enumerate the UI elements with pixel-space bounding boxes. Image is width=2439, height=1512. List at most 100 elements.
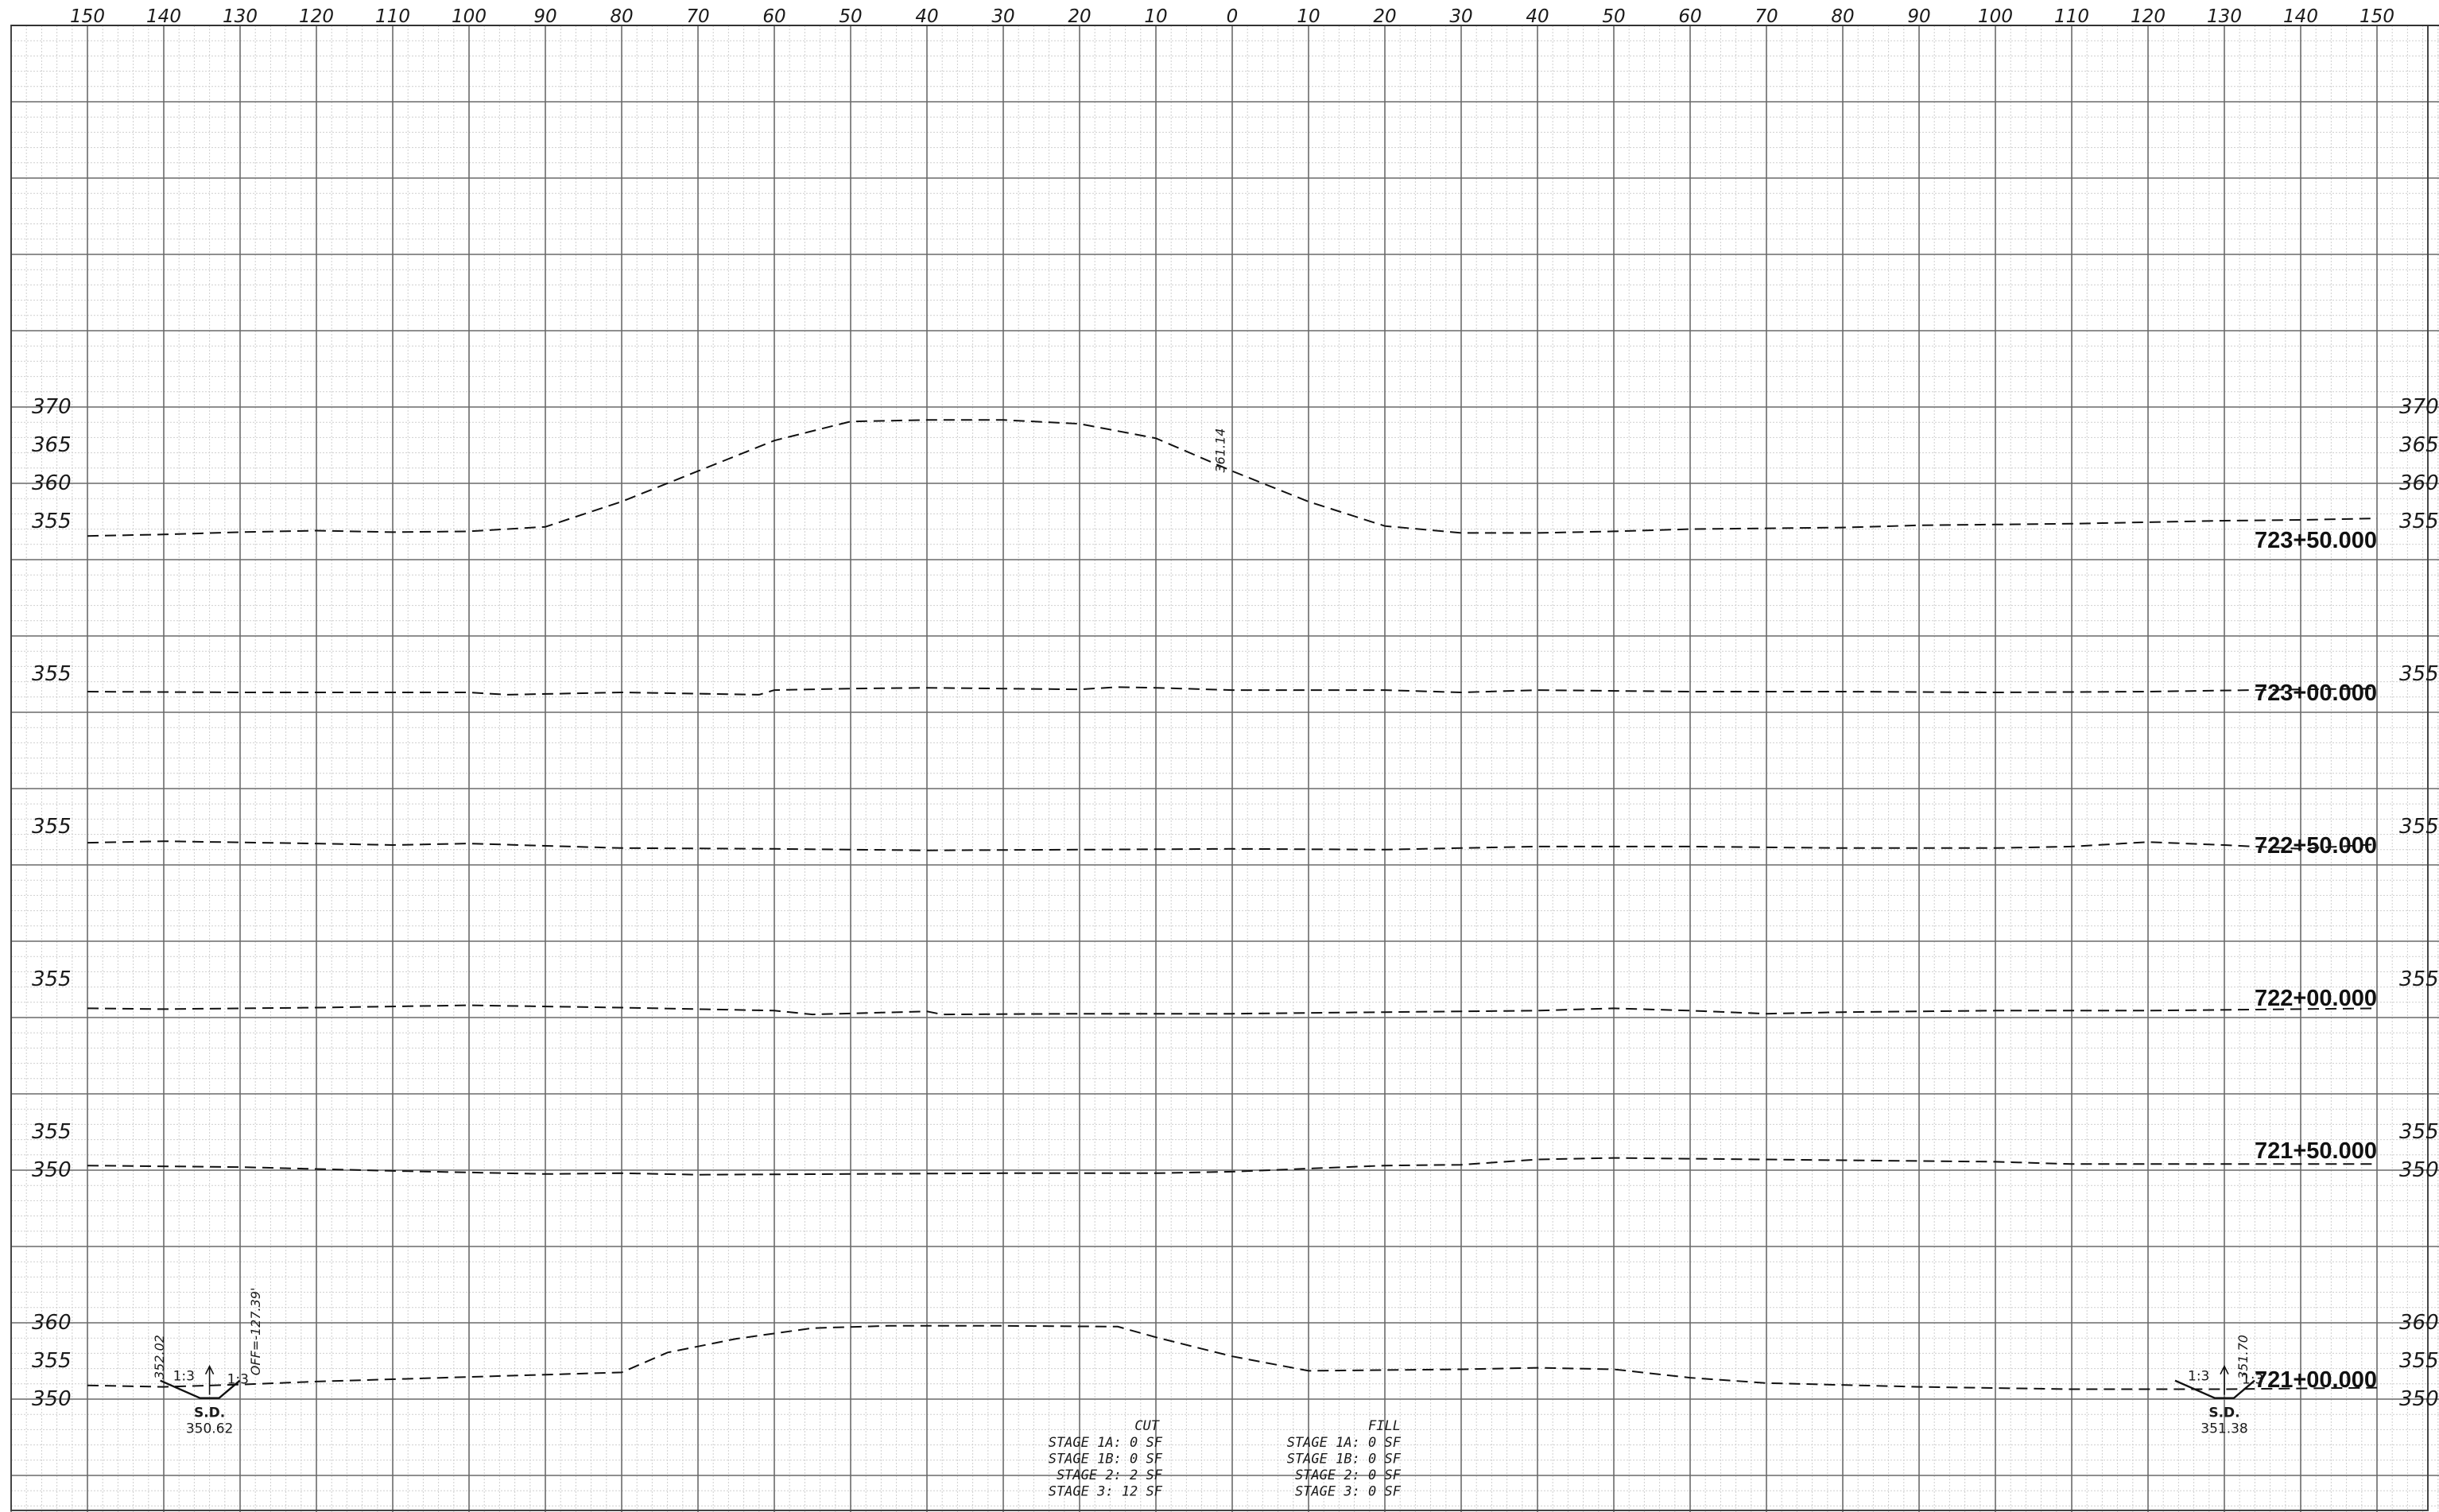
station-label: 721+00.000	[2255, 1367, 2377, 1393]
offset-tick-label: 70	[1755, 6, 1778, 27]
offset-tick-label: 130	[2207, 6, 2242, 27]
existing-ground-line	[87, 1157, 2377, 1176]
side-ditch: 1:3 1:3 S.D.350.62	[160, 1364, 249, 1437]
offset-tick-label: 120	[2131, 6, 2166, 27]
offset-tick-label: 90	[533, 6, 556, 27]
ditch-elevation: 350.62	[186, 1421, 233, 1437]
existing-ground-line	[87, 419, 2378, 537]
existing-ground-line	[87, 686, 2378, 696]
station-label: 722+00.000	[2255, 986, 2377, 1011]
offset-tick-label: 50	[839, 6, 862, 27]
elevation-label-right: 355	[2399, 1120, 2439, 1144]
elevation-label-left: 350	[32, 1387, 72, 1411]
elevation-label-left: 355	[32, 815, 72, 839]
elevation-label-right: 355	[2399, 815, 2439, 839]
station-label: 722+50.000	[2255, 833, 2377, 859]
offset-tick-label: 140	[2283, 6, 2318, 27]
offset-tick-label: 30	[991, 6, 1014, 27]
elevation-label-left: 360	[32, 1311, 72, 1335]
offset-tick-label: 140	[146, 6, 181, 27]
offset-tick-label: 10	[1144, 6, 1167, 27]
cut-quantity: STAGE 1B: 0 SF	[1049, 1452, 1163, 1467]
ditch-elevation: 351.38	[2201, 1421, 2247, 1437]
ditch-label: S.D.	[2208, 1405, 2239, 1421]
ditch-slope-left: 1:3	[2188, 1369, 2209, 1385]
ditch-slope-right: 1:3	[2242, 1372, 2263, 1388]
offset-tick-label: 150	[2360, 6, 2394, 27]
cross-sections: 370 370 365 365 360 360 355 355 723+50.000 361.14…	[32, 395, 2439, 1500]
section-723+50.000: 370 370 365 365 360 360 355 355 723+50.000 361.14	[32, 395, 2439, 553]
offset-tick-label: 40	[915, 6, 938, 27]
elevation-label-right: 365	[2399, 433, 2439, 457]
offset-tick-label: 100	[452, 6, 487, 27]
ditch-slope-left: 1:3	[173, 1369, 195, 1385]
offset-tick-label: 110	[375, 6, 410, 27]
cut-quantity: STAGE 2: 2 SF	[1057, 1467, 1163, 1483]
offset-tick-label: 120	[299, 6, 334, 27]
elevation-label-right: 370	[2399, 395, 2439, 419]
offset-tick-label: 80	[610, 6, 633, 27]
offset-axis: 150 140 130 120 110 100 90 80 70 60 50 40 30 20 10 0 10 2…	[11, 6, 2439, 27]
side-ditch: 1:3 1:3 S.D.351.38	[2174, 1364, 2263, 1437]
elevation-annotation: 361.14	[1212, 428, 1227, 473]
section-721+50.000: 355 355 350 350 721+50.000	[32, 1120, 2439, 1182]
cut-header: CUT	[1134, 1418, 1160, 1434]
offset-tick-label: 20	[1068, 6, 1091, 27]
elevation-label-left: 365	[32, 433, 72, 457]
elevation-label-right: 360	[2399, 1311, 2439, 1335]
ditch-label: S.D.	[194, 1405, 225, 1421]
offset-tick-label: 100	[1978, 6, 2013, 27]
section-721+00.000: 360 360 355 355 350 350 721+00.000 352.02 OFF=-1…	[32, 1288, 2439, 1500]
offset-tick-label: 30	[1449, 6, 1472, 27]
offset-tick-label: 110	[2054, 6, 2089, 27]
offset-tick-label: 0	[1227, 6, 1239, 27]
section-722+00.000: 355 355 722+00.000	[32, 967, 2439, 1016]
cut-quantity: STAGE 1A: 0 SF	[1049, 1435, 1163, 1451]
station-label: 723+00.000	[2255, 680, 2377, 706]
elevation-label-right: 355	[2399, 510, 2439, 533]
elevation-annotation: OFF=-127.39'	[248, 1288, 263, 1376]
elevation-label-left: 350	[32, 1158, 72, 1182]
elevation-label-right: 350	[2399, 1158, 2439, 1182]
offset-tick-label: 20	[1373, 6, 1396, 27]
section-723+00.000: 355 355 723+00.000	[32, 662, 2439, 706]
offset-tick-label: 60	[762, 6, 785, 27]
elevation-label-right: 355	[2399, 1349, 2439, 1373]
offset-tick-label: 70	[686, 6, 709, 27]
fill-quantity: STAGE 3: 0 SF	[1295, 1484, 1402, 1500]
elevation-annotation: 351.70	[2235, 1335, 2251, 1379]
offset-tick-label: 40	[1526, 6, 1549, 27]
elevation-annotation: 352.02	[152, 1335, 167, 1379]
ditch-slope-right: 1:3	[227, 1372, 249, 1388]
elevation-label-right: 350	[2399, 1387, 2439, 1411]
elevation-label-left: 370	[32, 395, 72, 419]
existing-ground-line	[87, 1004, 2378, 1016]
elevation-label-left: 355	[32, 1120, 72, 1144]
elevation-label-left: 355	[32, 662, 72, 686]
section-722+50.000: 355 355 722+50.000	[32, 815, 2439, 859]
elevation-label-right: 355	[2399, 662, 2439, 686]
offset-tick-label: 130	[223, 6, 258, 27]
station-label: 721+50.000	[2255, 1138, 2377, 1164]
offset-tick-label: 10	[1297, 6, 1320, 27]
offset-tick-label: 150	[70, 6, 105, 27]
offset-tick-label: 90	[1907, 6, 1930, 27]
offset-tick-label: 50	[1602, 6, 1625, 27]
offset-tick-label: 80	[1831, 6, 1854, 27]
fill-quantity: STAGE 1A: 0 SF	[1287, 1435, 1402, 1451]
elevation-label-right: 355	[2399, 967, 2439, 991]
offset-tick-label: 60	[1678, 6, 1701, 27]
station-label: 723+50.000	[2255, 528, 2377, 553]
elevation-label-left: 355	[32, 510, 72, 533]
elevation-label-left: 355	[32, 967, 72, 991]
existing-ground-line	[87, 1324, 2378, 1390]
fill-quantity: STAGE 2: 0 SF	[1295, 1467, 1402, 1483]
fill-header: FILL	[1368, 1418, 1401, 1434]
elevation-label-left: 360	[32, 471, 72, 495]
elevation-label-right: 360	[2399, 471, 2439, 495]
elevation-label-left: 355	[32, 1349, 72, 1373]
cut-quantity: STAGE 3: 12 SF	[1049, 1484, 1163, 1500]
fill-quantity: STAGE 1B: 0 SF	[1287, 1452, 1402, 1467]
